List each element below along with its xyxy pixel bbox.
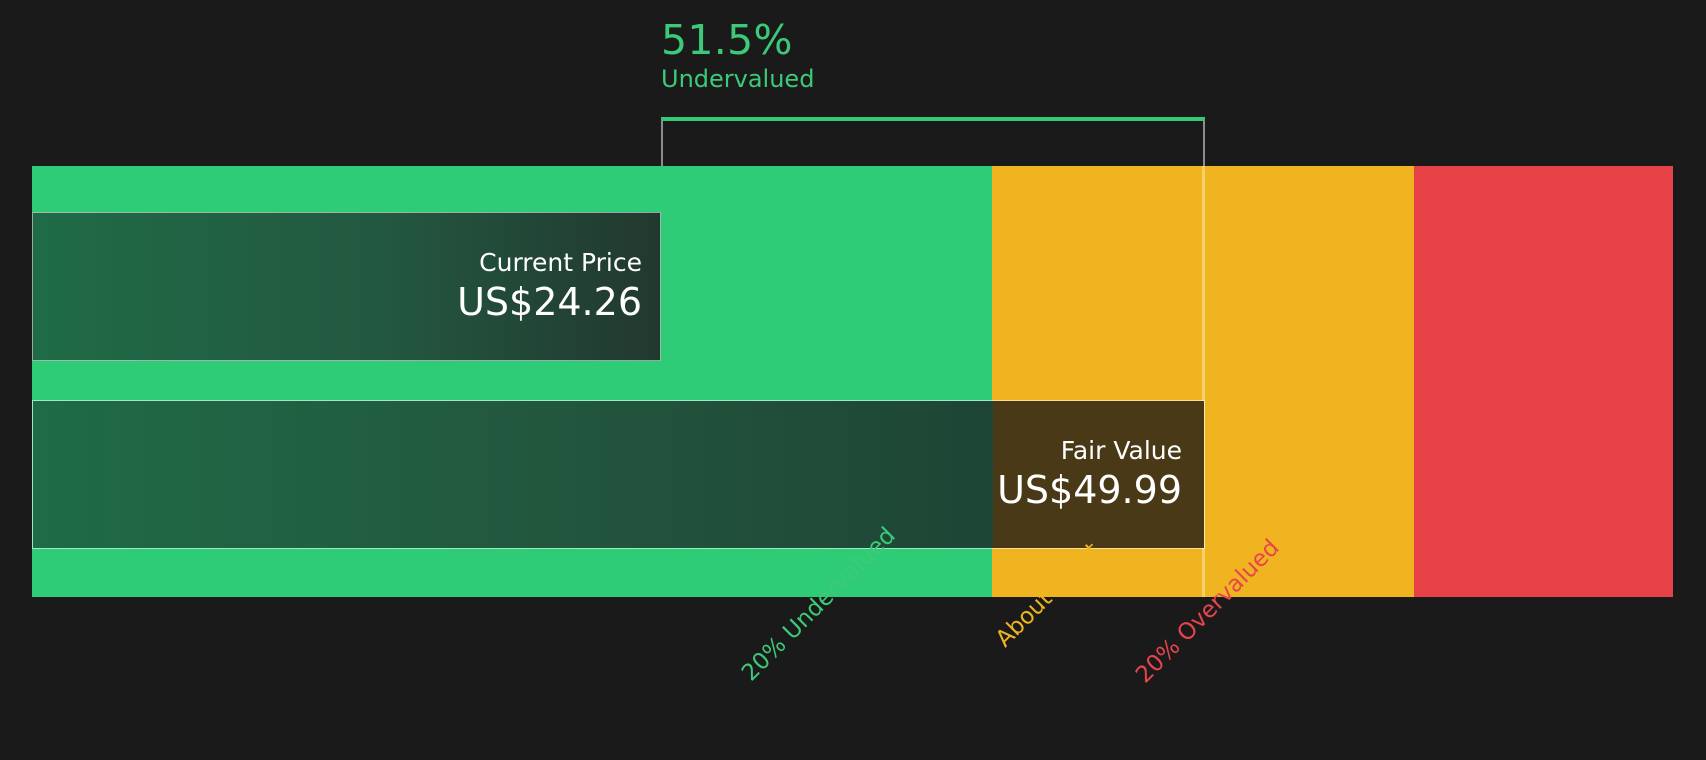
about-right-tick <box>1202 166 1205 597</box>
fair-value-label: Fair Value <box>1060 435 1182 465</box>
band-overvalued <box>1414 166 1673 597</box>
fair-value-fill-yellow <box>993 401 1204 548</box>
current-price-value: US$24.26 <box>457 279 642 324</box>
current-price-bar[interactable]: Current Price US$24.26 <box>32 212 661 361</box>
current-price-label: Current Price <box>479 247 642 277</box>
valuation-status: Undervalued <box>661 65 815 93</box>
fair-value-bar[interactable]: Fair Value US$49.99 <box>32 400 1205 549</box>
fair-value-value: US$49.99 <box>997 467 1182 512</box>
valuation-headline: 51.5% Undervalued <box>661 18 814 94</box>
discount-percent: 51.5% <box>661 16 793 64</box>
fair-value-fill-green <box>33 401 993 548</box>
discount-bracket <box>661 117 1205 168</box>
